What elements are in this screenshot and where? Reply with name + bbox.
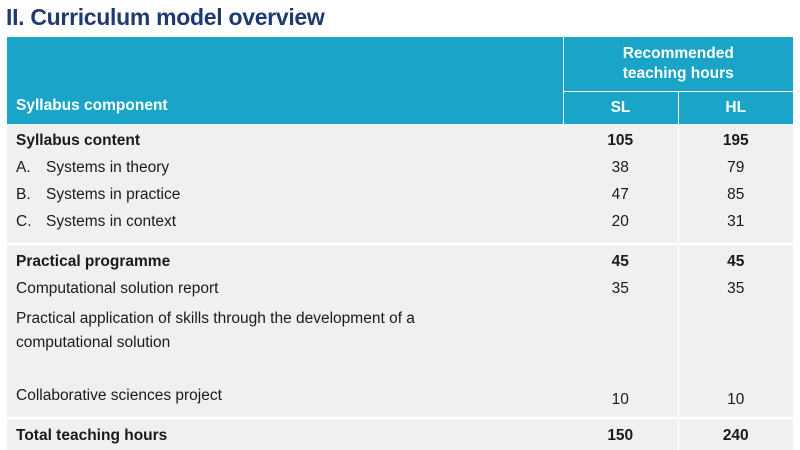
table-row-total: Total teaching hours 150 240 bbox=[7, 417, 794, 450]
table-row-practical-programme: Practical programme 45 45 bbox=[7, 243, 794, 280]
item-letter: C. bbox=[16, 213, 32, 230]
sl-value bbox=[563, 307, 679, 387]
row-label: Practical application of skills through … bbox=[7, 307, 563, 387]
hl-value: 240 bbox=[678, 417, 794, 450]
sl-value: 35 bbox=[563, 280, 679, 307]
row-label: Computational solution report bbox=[7, 280, 563, 307]
sl-value: 150 bbox=[563, 417, 679, 450]
hl-value bbox=[678, 307, 794, 387]
item-label: Systems in context bbox=[46, 213, 177, 230]
hl-value: 79 bbox=[678, 159, 794, 186]
header-recommended-hours: Recommended teaching hours bbox=[563, 37, 794, 92]
table-row: B. Systems in practice 47 85 bbox=[7, 186, 794, 213]
hl-value: 10 bbox=[678, 387, 794, 418]
row-label: Collaborative sciences project bbox=[7, 387, 563, 418]
header-syllabus-component: Syllabus component bbox=[7, 37, 564, 124]
header-hl: HL bbox=[678, 91, 794, 124]
sl-value: 10 bbox=[563, 387, 679, 418]
table-row: Collaborative sciences project 10 10 bbox=[7, 387, 794, 418]
item-label: Systems in theory bbox=[46, 159, 170, 176]
row-label: Practical programme bbox=[7, 243, 563, 280]
item-label: Practical application of skills through … bbox=[16, 310, 415, 351]
hl-value: 195 bbox=[678, 124, 794, 159]
item-label: Systems in practice bbox=[46, 186, 181, 203]
sl-value: 105 bbox=[563, 124, 679, 159]
row-label: A. Systems in theory bbox=[7, 159, 563, 186]
sl-value: 45 bbox=[563, 243, 679, 280]
row-label: B. Systems in practice bbox=[7, 186, 563, 213]
item-letter: A. bbox=[16, 159, 31, 176]
table-row: Practical application of skills through … bbox=[7, 307, 794, 387]
row-label: Syllabus content bbox=[7, 124, 563, 159]
hl-value: 45 bbox=[678, 243, 794, 280]
row-label: Total teaching hours bbox=[7, 417, 563, 450]
table-row: A. Systems in theory 38 79 bbox=[7, 159, 794, 186]
item-letter: B. bbox=[16, 186, 31, 203]
header-sl: SL bbox=[563, 91, 679, 124]
curriculum-table: Syllabus component Recommended teaching … bbox=[7, 37, 794, 450]
page-title: II. Curriculum model overview bbox=[6, 4, 325, 30]
sl-value: 20 bbox=[563, 213, 679, 244]
sl-value: 47 bbox=[563, 186, 679, 213]
sl-value: 38 bbox=[563, 159, 679, 186]
table-row: Computational solution report 35 35 bbox=[7, 280, 794, 307]
table-row-syllabus-content: Syllabus content 105 195 bbox=[7, 124, 794, 159]
hl-value: 85 bbox=[678, 186, 794, 213]
row-label: C. Systems in context bbox=[7, 213, 563, 244]
table-row: C. Systems in context 20 31 bbox=[7, 213, 794, 244]
hl-value: 31 bbox=[678, 213, 794, 244]
hl-value: 35 bbox=[678, 280, 794, 307]
